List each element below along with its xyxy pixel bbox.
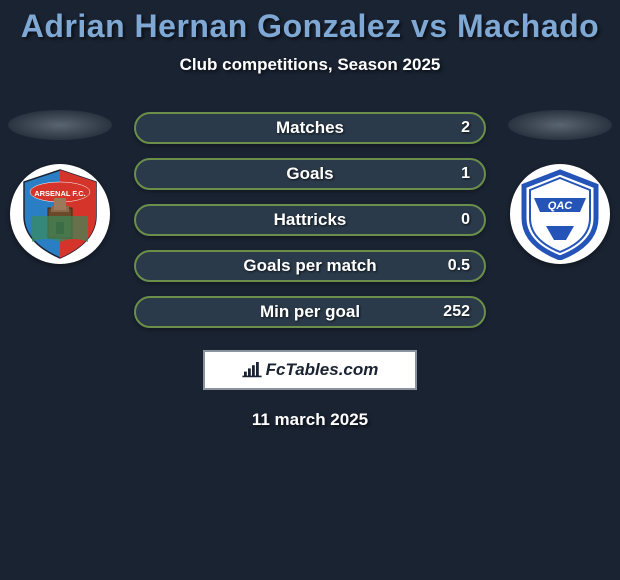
comparison-card: Adrian Hernan Gonzalez vs Machado Club c… (0, 0, 620, 430)
brand-text: FcTables.com (266, 360, 379, 380)
player-silhouette-left (8, 110, 112, 140)
stat-bar-goals: Goals 1 (134, 158, 486, 190)
stat-bar-matches: Matches 2 (134, 112, 486, 144)
right-club-badge: QAC (510, 164, 610, 264)
main-row: ARSENAL F.C. Matches 2 Goals 1 (0, 110, 620, 328)
svg-text:QAC: QAC (548, 200, 574, 212)
stat-right-value: 252 (443, 303, 470, 321)
stat-bar-min-per-goal: Min per goal 252 (134, 296, 486, 328)
right-player-column: QAC (504, 110, 616, 264)
left-club-badge: ARSENAL F.C. (10, 164, 110, 264)
stat-right-value: 0.5 (448, 257, 470, 275)
stat-label: Goals per match (243, 256, 376, 276)
player-silhouette-right (508, 110, 612, 140)
stats-column: Matches 2 Goals 1 Hattricks 0 Goals per … (134, 110, 486, 328)
page-subtitle: Club competitions, Season 2025 (0, 55, 620, 75)
stat-bar-goals-per-match: Goals per match 0.5 (134, 250, 486, 282)
stat-right-value: 0 (461, 211, 470, 229)
page-title: Adrian Hernan Gonzalez vs Machado (0, 8, 620, 45)
brand-attribution[interactable]: FcTables.com (203, 350, 417, 390)
stat-right-value: 1 (461, 165, 470, 183)
chart-icon (242, 362, 262, 378)
date-text: 11 march 2025 (0, 410, 620, 430)
arsenal-badge-icon: ARSENAL F.C. (18, 168, 102, 260)
qac-badge-icon: QAC (516, 168, 604, 260)
stat-label: Matches (276, 118, 344, 138)
stat-bar-hattricks: Hattricks 0 (134, 204, 486, 236)
svg-text:ARSENAL F.C.: ARSENAL F.C. (34, 189, 86, 198)
stat-right-value: 2 (461, 119, 470, 137)
stat-label: Goals (286, 164, 333, 184)
left-player-column: ARSENAL F.C. (4, 110, 116, 264)
stat-label: Hattricks (274, 210, 347, 230)
stat-label: Min per goal (260, 302, 360, 322)
